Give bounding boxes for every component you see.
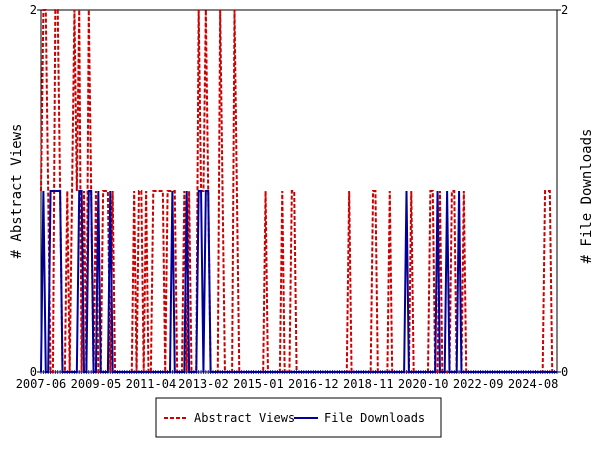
x-tick-label: 2020-10 [398, 377, 449, 391]
x-tick-label: 2013-02 [178, 377, 229, 391]
x-tick-label: 2011-04 [126, 377, 177, 391]
x-tick-label: 2007-06 [16, 377, 67, 391]
series-line [40, 190, 557, 373]
legend-label: File Downloads [324, 411, 425, 425]
series-line [40, 9, 557, 373]
x-tick-label: 2022-09 [453, 377, 504, 391]
x-tick-label: 2016-12 [288, 377, 339, 391]
x-tick-label: 2018-11 [343, 377, 394, 391]
y2-tick-label: 0 [561, 365, 568, 379]
y-axis-label: # Abstract Views [9, 124, 25, 259]
x-tick-label: 2015-01 [233, 377, 284, 391]
legend-label: Abstract Views [194, 411, 295, 425]
y2-axis-label: # File Downloads [579, 129, 595, 264]
y2-tick-label: 2 [561, 3, 568, 17]
plot-frame [40, 9, 558, 373]
y-tick-label: 0 [30, 365, 37, 379]
y-tick-label: 2 [30, 3, 37, 17]
x-tick-label: 2009-05 [71, 377, 122, 391]
x-tick-label: 2024-08 [508, 377, 559, 391]
